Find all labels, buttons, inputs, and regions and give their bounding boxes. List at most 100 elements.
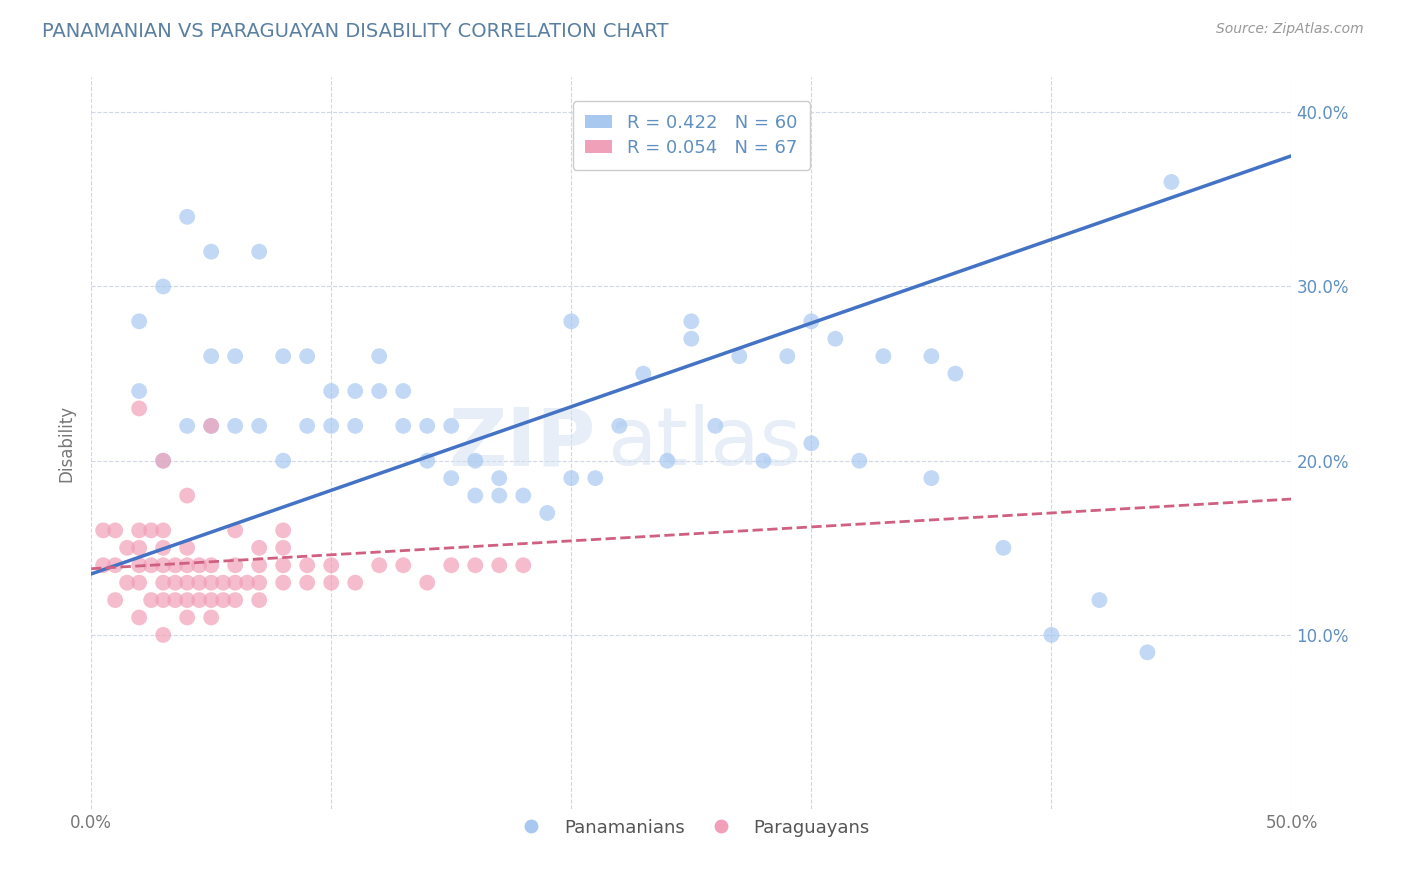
Point <box>295 418 318 433</box>
Point <box>344 575 367 590</box>
Point <box>800 314 823 328</box>
Point <box>176 575 198 590</box>
Legend: Panamanians, Paraguayans: Panamanians, Paraguayans <box>506 812 876 844</box>
Point <box>512 489 534 503</box>
Point <box>848 453 870 467</box>
Point <box>488 558 510 573</box>
Point <box>440 418 463 433</box>
Point <box>416 418 439 433</box>
Point <box>128 610 150 624</box>
Point <box>152 524 174 538</box>
Point <box>1136 645 1159 659</box>
Point <box>368 349 391 363</box>
Point <box>271 575 294 590</box>
Point <box>176 541 198 555</box>
Point <box>824 332 846 346</box>
Point <box>236 575 259 590</box>
Point <box>247 541 270 555</box>
Point <box>1088 593 1111 607</box>
Point <box>200 558 222 573</box>
Point <box>152 593 174 607</box>
Point <box>141 524 163 538</box>
Point <box>224 593 246 607</box>
Point <box>392 558 415 573</box>
Point <box>872 349 894 363</box>
Point <box>176 558 198 573</box>
Point <box>464 558 486 573</box>
Point <box>176 489 198 503</box>
Point <box>607 418 630 433</box>
Point <box>657 453 679 467</box>
Point <box>943 367 966 381</box>
Point <box>1160 175 1182 189</box>
Point <box>128 558 150 573</box>
Point <box>152 453 174 467</box>
Point <box>536 506 558 520</box>
Point <box>188 558 211 573</box>
Point <box>488 489 510 503</box>
Text: atlas: atlas <box>607 404 801 483</box>
Point <box>176 418 198 433</box>
Point <box>247 244 270 259</box>
Point <box>368 558 391 573</box>
Point <box>200 610 222 624</box>
Y-axis label: Disability: Disability <box>58 405 75 482</box>
Point <box>115 575 138 590</box>
Point <box>416 453 439 467</box>
Point <box>165 558 187 573</box>
Point <box>344 418 367 433</box>
Point <box>295 558 318 573</box>
Point <box>104 524 127 538</box>
Point <box>200 349 222 363</box>
Point <box>165 575 187 590</box>
Point <box>392 418 415 433</box>
Point <box>188 593 211 607</box>
Point <box>321 418 343 433</box>
Point <box>247 418 270 433</box>
Point <box>993 541 1015 555</box>
Point <box>200 418 222 433</box>
Point <box>321 558 343 573</box>
Point <box>321 575 343 590</box>
Point <box>176 610 198 624</box>
Point <box>295 349 318 363</box>
Point <box>464 489 486 503</box>
Point <box>224 349 246 363</box>
Point <box>583 471 606 485</box>
Point <box>416 575 439 590</box>
Point <box>188 575 211 590</box>
Point <box>271 524 294 538</box>
Point <box>271 453 294 467</box>
Point <box>128 524 150 538</box>
Point <box>91 558 114 573</box>
Point <box>152 628 174 642</box>
Point <box>512 558 534 573</box>
Point <box>271 541 294 555</box>
Point <box>681 314 703 328</box>
Point <box>633 367 655 381</box>
Point <box>152 541 174 555</box>
Point <box>295 575 318 590</box>
Text: Source: ZipAtlas.com: Source: ZipAtlas.com <box>1216 22 1364 37</box>
Point <box>200 418 222 433</box>
Point <box>128 314 150 328</box>
Point <box>368 384 391 398</box>
Point <box>1040 628 1063 642</box>
Point <box>128 575 150 590</box>
Point <box>247 593 270 607</box>
Point <box>560 314 582 328</box>
Point <box>115 541 138 555</box>
Point <box>176 593 198 607</box>
Point <box>128 384 150 398</box>
Point <box>728 349 751 363</box>
Text: ZIP: ZIP <box>449 404 595 483</box>
Point <box>128 401 150 416</box>
Point <box>800 436 823 450</box>
Point <box>392 384 415 398</box>
Point <box>920 349 942 363</box>
Point <box>464 453 486 467</box>
Point <box>681 332 703 346</box>
Point <box>440 558 463 573</box>
Point <box>321 384 343 398</box>
Point <box>247 575 270 590</box>
